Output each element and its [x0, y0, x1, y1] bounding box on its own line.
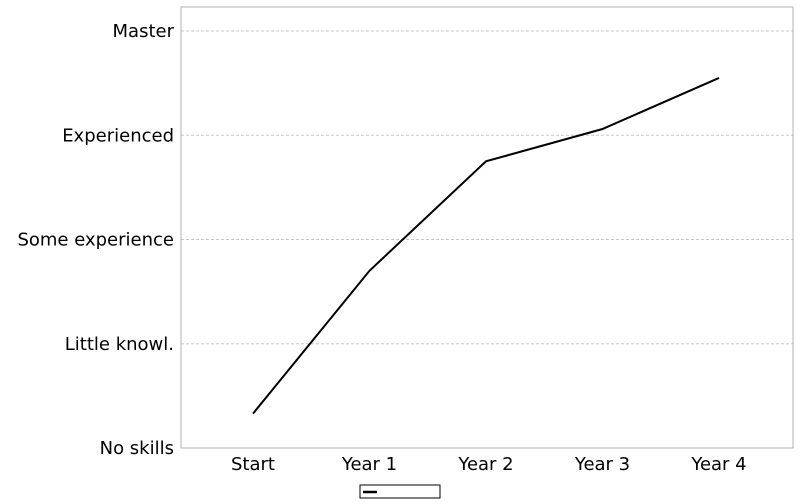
x-tick-label: Year 2	[457, 454, 513, 475]
y-tick-label: Some experience	[17, 230, 174, 251]
x-axis-labels: Start Year 1 Year 2 Year 3 Year 4	[231, 454, 747, 475]
x-tick-label: Start	[231, 454, 275, 475]
plot-area-frame	[180, 6, 794, 449]
x-tick-label: Year 4	[690, 454, 746, 475]
y-tick-label: No skills	[100, 438, 174, 459]
series-line-0	[252, 76, 720, 415]
series-layer	[252, 76, 720, 415]
legend	[359, 484, 441, 499]
y-tick-label: Little knowl.	[65, 334, 174, 355]
y-tick-label: Master	[113, 21, 175, 42]
legend-box	[359, 484, 441, 499]
grid-layer	[181, 30, 793, 345]
x-tick-label: Year 3	[574, 454, 630, 475]
y-axis-labels: No skills Little knowl. Some experience Exp…	[17, 21, 174, 459]
x-tick-label: Year 1	[341, 454, 397, 475]
y-tick-label: Experienced	[62, 125, 174, 146]
